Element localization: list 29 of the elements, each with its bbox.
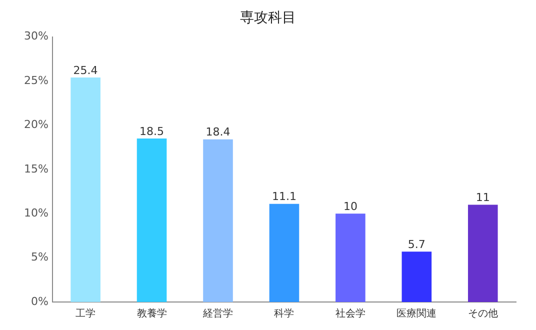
bar: [468, 204, 498, 302]
x-tick-label: 経営学: [202, 308, 234, 320]
bar: [336, 214, 366, 302]
data-label: 5.7: [408, 238, 426, 251]
bar: [70, 77, 100, 302]
y-tick-label: 15%: [24, 162, 48, 176]
x-tick-label: 社会学: [335, 308, 366, 320]
bar: [136, 138, 167, 302]
data-label: 25.4: [73, 64, 98, 77]
y-tick-label: 30%: [24, 30, 48, 43]
y-tick-label: 20%: [24, 118, 48, 132]
chart-title: 専攻科目: [240, 10, 296, 26]
data-label: 11.1: [272, 190, 296, 204]
data-label: 10: [343, 200, 358, 213]
data-label: 18.5: [140, 124, 164, 138]
y-tick-label: 10%: [24, 206, 48, 220]
y-tick-label: 5%: [30, 250, 48, 264]
x-tick-label: 科学: [274, 308, 294, 320]
data-label: 18.4: [206, 126, 230, 139]
y-tick-label: 0%: [30, 294, 48, 308]
bar: [203, 139, 233, 302]
x-tick-label: 医療関連: [396, 308, 437, 320]
bar: [402, 252, 432, 302]
x-tick-label: 工学: [76, 308, 96, 320]
bar: [269, 204, 300, 302]
x-tick-label: その他: [468, 308, 498, 320]
data-label: 11: [476, 191, 490, 204]
x-tick-label: 教養学: [136, 308, 167, 320]
y-tick-label: 25%: [24, 74, 48, 87]
